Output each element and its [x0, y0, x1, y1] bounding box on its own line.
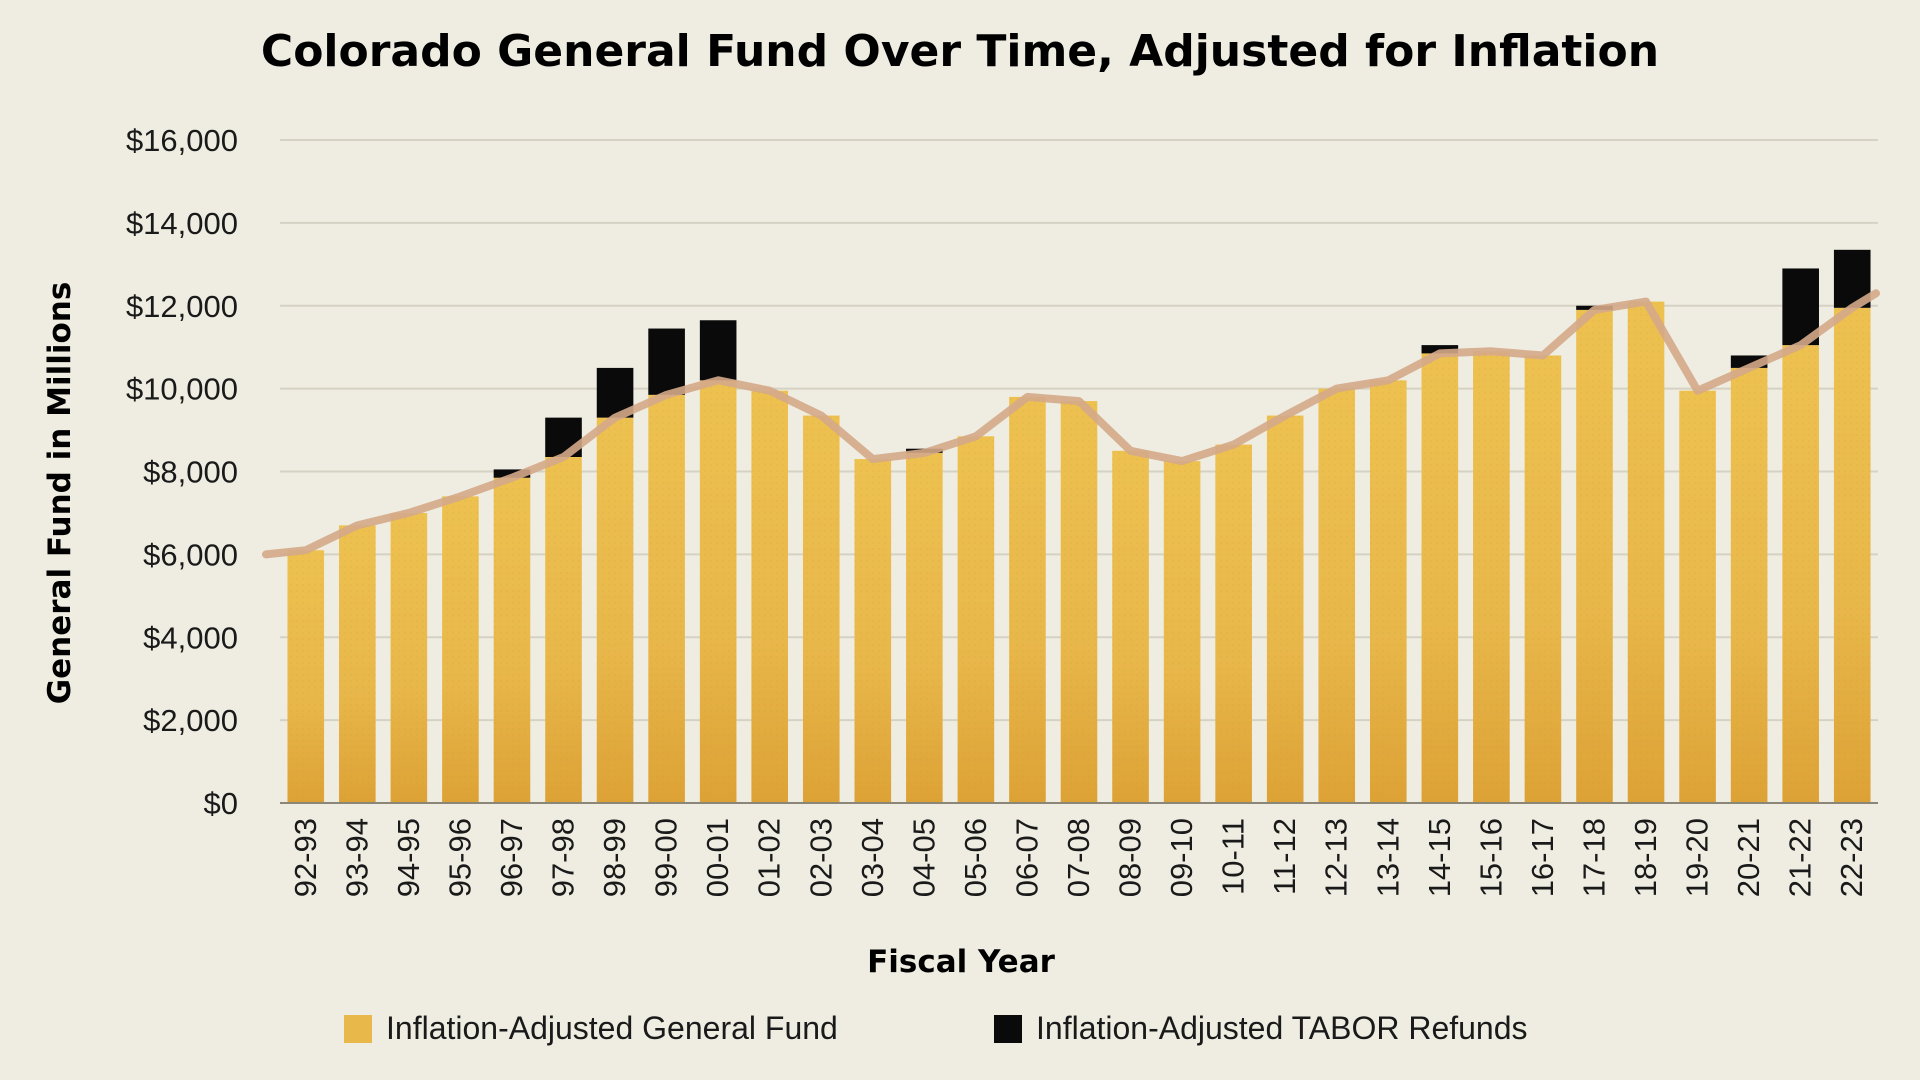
bar-texture — [390, 512, 428, 803]
x-tick-label: 15-16 — [1473, 818, 1508, 897]
y-axis-tick-labels: $0 $2,000 $4,000 $6,000 $8,000 $10,000 $12,000… — [126, 123, 238, 821]
bar-texture — [1215, 444, 1252, 803]
x-tick-label: 22-23 — [1834, 818, 1869, 897]
legend-label-general-fund: Inflation-Adjusted General Fund — [386, 1010, 838, 1046]
x-axis-title: Fiscal Year — [867, 944, 1056, 980]
x-tick-label: 96-97 — [494, 818, 529, 897]
x-tick-label: 08-09 — [1113, 818, 1148, 897]
bar-texture — [1318, 388, 1356, 803]
x-tick-label: 09-10 — [1164, 818, 1199, 897]
bar-texture — [1060, 401, 1098, 803]
x-tick-label: 17-18 — [1576, 818, 1611, 897]
x-tick-label: 10-11 — [1216, 818, 1251, 895]
x-tick-label: 97-98 — [546, 818, 581, 897]
bar-texture — [648, 394, 685, 803]
bar-texture — [1576, 309, 1613, 803]
legend-swatch-tabor-refunds — [994, 1015, 1022, 1043]
x-tick-label: 93-94 — [339, 818, 374, 897]
bar-texture — [1112, 450, 1149, 803]
x-tick-label: 01-02 — [752, 818, 787, 897]
bar-tabor-refund — [1421, 345, 1459, 354]
x-tick-label: 04-05 — [906, 818, 941, 897]
x-tick-label: 21-22 — [1783, 818, 1818, 897]
x-tick-label: 19-20 — [1680, 818, 1715, 897]
x-tick-label: 98-99 — [597, 818, 632, 897]
bar-texture — [854, 459, 892, 803]
legend-label-tabor-refunds: Inflation-Adjusted TABOR Refunds — [1036, 1010, 1528, 1046]
bar-texture — [1163, 461, 1201, 803]
x-tick-label: 06-07 — [1009, 818, 1044, 897]
x-tick-label: 14-15 — [1422, 818, 1457, 897]
bar-texture — [545, 456, 582, 803]
y-tick-label: $2,000 — [143, 703, 238, 738]
x-tick-label: 11-12 — [1267, 818, 1302, 895]
x-tick-label: 95-96 — [442, 818, 477, 897]
bar-texture — [699, 380, 737, 803]
y-tick-label: $4,000 — [143, 620, 238, 655]
bar-texture — [1730, 367, 1768, 803]
x-tick-label: 94-95 — [391, 818, 426, 897]
x-tick-label: 20-21 — [1731, 818, 1766, 897]
bar-texture — [1782, 345, 1819, 803]
y-tick-label: $8,000 — [143, 455, 238, 490]
chart-title: Colorado General Fund Over Time, Adjuste… — [261, 26, 1659, 77]
y-tick-label: $12,000 — [126, 289, 238, 324]
bar-texture — [751, 390, 789, 803]
x-tick-label: 99-00 — [649, 818, 684, 897]
bar-tabor-refund — [648, 328, 685, 395]
x-tick-label: 18-19 — [1628, 818, 1663, 897]
bar-texture — [957, 436, 995, 803]
y-tick-label: $16,000 — [126, 123, 238, 158]
bar-texture — [1627, 301, 1665, 803]
x-tick-label: 07-08 — [1061, 818, 1096, 897]
bar-texture — [339, 525, 376, 803]
x-tick-label: 03-04 — [855, 818, 890, 897]
bar-texture — [906, 452, 943, 803]
x-tick-label: 13-14 — [1370, 818, 1405, 897]
y-tick-label: $10,000 — [126, 372, 238, 407]
y-tick-label: $6,000 — [143, 537, 238, 572]
bar-texture — [1524, 355, 1562, 803]
bar-texture — [493, 477, 531, 803]
bar-texture — [802, 415, 840, 803]
bar-tabor-refund — [699, 320, 737, 381]
bar-texture — [1266, 415, 1304, 803]
bars — [287, 249, 1871, 803]
bar-texture — [287, 550, 325, 803]
trend-line-layer — [262, 289, 1880, 559]
bar-texture — [596, 417, 634, 803]
y-tick-label: $0 — [204, 786, 238, 821]
bar-texture — [1369, 380, 1407, 803]
y-axis-title: General Fund in Millions — [42, 282, 78, 705]
x-tick-label: 02-03 — [803, 818, 838, 897]
bar-texture — [1833, 307, 1871, 803]
legend-swatch-general-fund — [344, 1015, 372, 1043]
x-tick-label: 12-13 — [1319, 818, 1354, 897]
x-axis-tick-labels: 92-93 93-94 94-95 95-96 96-97 97-98 98-99 99-00… — [288, 818, 1869, 897]
y-tick-label: $14,000 — [126, 206, 238, 241]
x-tick-label: 92-93 — [288, 818, 323, 897]
trend-line — [262, 289, 1880, 559]
legend: Inflation-Adjusted General Fund Inflatio… — [344, 1010, 1528, 1046]
x-tick-label: 00-01 — [700, 818, 735, 897]
bar-texture — [442, 496, 479, 803]
bar-texture — [1679, 390, 1716, 803]
bar-texture — [1473, 351, 1510, 803]
bar-texture — [1009, 396, 1046, 803]
bar-texture — [1421, 353, 1459, 803]
x-tick-label: 16-17 — [1525, 818, 1560, 897]
x-tick-label: 05-06 — [958, 818, 993, 897]
